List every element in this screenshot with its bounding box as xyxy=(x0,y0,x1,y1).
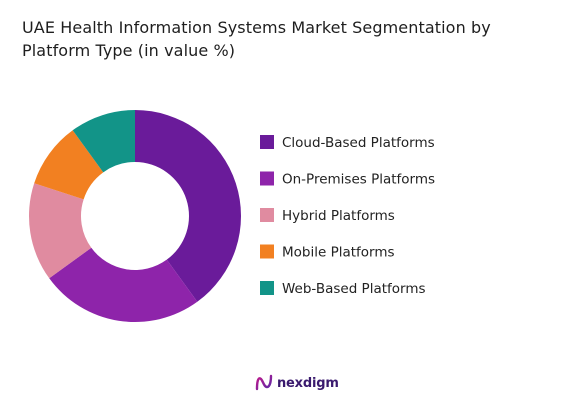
legend-label-hybrid-platforms: Hybrid Platforms xyxy=(282,208,395,224)
nexdigm-logo-icon xyxy=(255,374,273,391)
donut-slice-cloud-based-platforms xyxy=(135,110,242,302)
legend-swatch-cloud-based-platforms xyxy=(260,135,274,149)
donut-slice-web-based-platforms xyxy=(72,110,135,173)
legend-swatch-web-based-platforms xyxy=(260,281,274,295)
donut-slices xyxy=(29,110,242,323)
nexdigm-logo: nexdigm xyxy=(254,372,339,394)
legend-swatch-on-premises-platforms xyxy=(260,171,274,186)
legend-label-on-premises-platforms: On-Premises Platforms xyxy=(282,172,435,188)
chart-title: UAE Health Information Systems Market Se… xyxy=(22,18,491,60)
legend-swatch-mobile-platforms xyxy=(260,244,274,259)
donut-slice-hybrid-platforms xyxy=(29,183,92,279)
donut-slice-on-premises-platforms xyxy=(49,247,198,323)
logo-text: nexdigm xyxy=(277,375,339,391)
legend-label-web-based-platforms: Web-Based Platforms xyxy=(282,281,426,297)
legend-label-mobile-platforms: Mobile Platforms xyxy=(282,245,395,261)
donut-slice-mobile-platforms xyxy=(34,130,104,200)
legend-label-cloud-based-platforms: Cloud-Based Platforms xyxy=(282,135,435,151)
chart-legend: Cloud-Based Platforms On-Premises Platfor… xyxy=(260,135,435,297)
legend-swatch-hybrid-platforms xyxy=(260,208,274,222)
